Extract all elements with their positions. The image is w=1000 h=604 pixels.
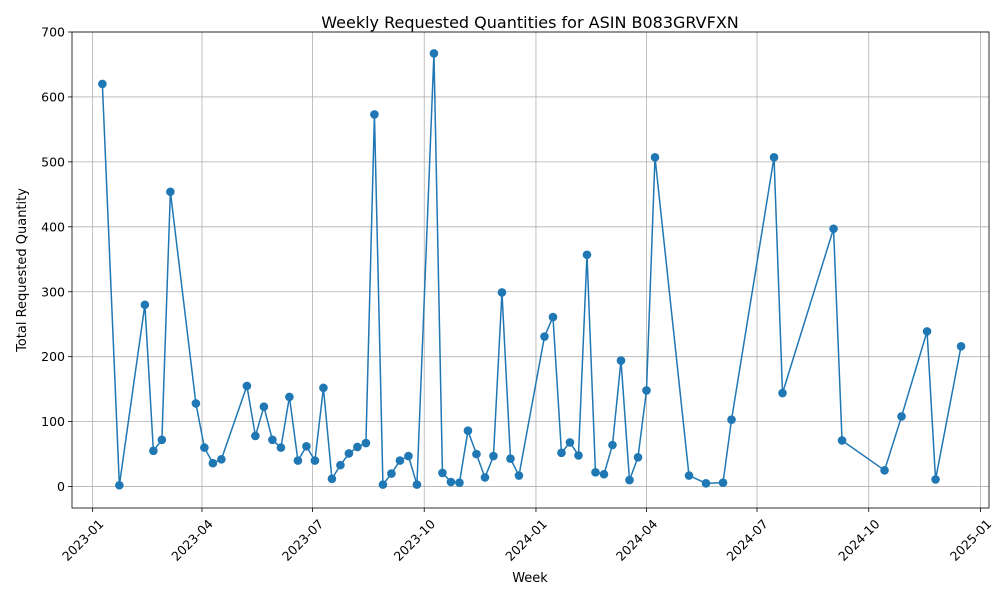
data-point [837, 436, 847, 445]
series-layer [98, 49, 966, 490]
data-point [727, 415, 736, 424]
x-axis-label: Week [512, 571, 548, 586]
data-point [429, 49, 439, 58]
data-point [778, 388, 787, 398]
data-point [285, 392, 294, 402]
data-point [293, 456, 303, 465]
y-tick-label: 300 [41, 284, 65, 299]
data-point [191, 399, 201, 408]
data-point [344, 449, 354, 458]
data-point [540, 332, 549, 341]
data-point [310, 456, 320, 465]
data-point [200, 443, 209, 452]
data-point [591, 467, 600, 477]
data-point [276, 443, 286, 452]
data-point [701, 479, 711, 488]
data-point [455, 478, 464, 487]
data-point [336, 460, 345, 470]
data-point [472, 449, 481, 459]
data-point [931, 475, 940, 484]
data-point [684, 471, 694, 480]
y-axis-label: Total Requested Quantity [15, 188, 30, 353]
data-point [642, 386, 651, 395]
chart-title: Weekly Requested Quantities for ASIN B08… [321, 13, 739, 32]
data-point [446, 477, 456, 487]
data-point [98, 79, 107, 89]
y-tick-label: 400 [41, 219, 65, 234]
data-point [404, 451, 413, 461]
data-point [370, 110, 379, 119]
y-tick-label: 700 [41, 25, 65, 40]
data-point [302, 442, 311, 451]
data-point [506, 454, 515, 463]
data-point [769, 153, 779, 162]
y-tick-label: 500 [41, 154, 65, 169]
data-point [412, 480, 422, 489]
data-point [259, 402, 269, 412]
data-point [625, 475, 634, 485]
y-tick-label: 100 [41, 414, 65, 429]
y-tick-label: 600 [41, 89, 65, 104]
data-point [565, 438, 575, 447]
data-point [608, 440, 617, 450]
data-point [489, 451, 498, 461]
data-point [880, 466, 889, 475]
data-point [616, 356, 626, 365]
data-point [208, 458, 218, 468]
data-point [956, 342, 966, 351]
data-point [251, 431, 260, 441]
data-point [438, 468, 447, 478]
data-point [922, 327, 932, 336]
data-point [480, 473, 490, 482]
data-point [574, 451, 583, 460]
data-point [157, 435, 167, 445]
data-point [149, 446, 158, 456]
data-point [242, 381, 252, 391]
y-tick-label: 200 [41, 349, 65, 364]
data-point [395, 456, 405, 465]
data-point [115, 480, 124, 490]
data-point [548, 312, 558, 322]
data-point [361, 438, 371, 448]
data-point [633, 453, 643, 462]
data-point [829, 224, 838, 234]
data-point [463, 426, 473, 436]
data-point [497, 288, 507, 297]
data-point [268, 435, 277, 445]
grid [72, 31, 989, 508]
data-point [353, 442, 362, 452]
data-point [140, 300, 150, 310]
data-point [650, 153, 660, 162]
data-point [557, 448, 566, 458]
data-point [514, 471, 524, 480]
data-point [599, 469, 609, 479]
data-point [327, 474, 337, 484]
data-point [217, 455, 226, 464]
plot-frame [71, 31, 990, 509]
y-tick-label: 0 [57, 479, 65, 494]
data-point [718, 478, 728, 487]
data-point [387, 469, 396, 478]
data-point [319, 383, 328, 393]
data-point [166, 187, 175, 197]
data-point [378, 480, 388, 489]
data-point [582, 250, 592, 260]
data-point [897, 412, 906, 421]
